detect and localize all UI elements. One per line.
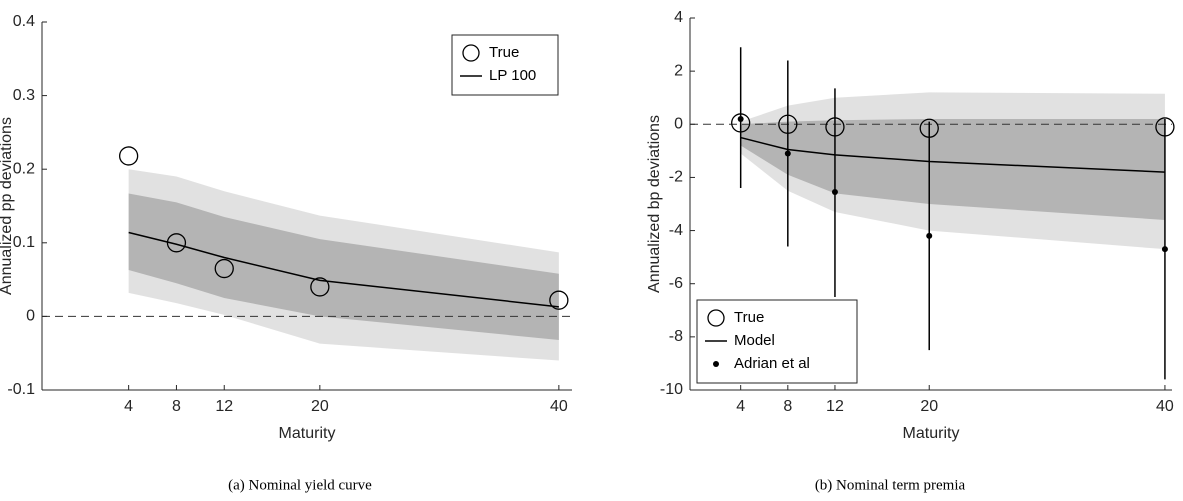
- legend-label: True: [734, 309, 764, 326]
- marker-circle: [214, 258, 234, 279]
- legend-label: True: [489, 44, 519, 61]
- y-tick-label: -0.1: [7, 381, 35, 398]
- x-tick-label: 8: [783, 398, 792, 415]
- x-tick-label: 12: [826, 398, 844, 415]
- legend-marker: [462, 44, 480, 62]
- x-tick-label: 20: [311, 398, 329, 415]
- marker-dot: [926, 232, 933, 239]
- y-tick-label: 0: [26, 308, 35, 325]
- marker-dot: [831, 189, 838, 196]
- y-tick-label: 0.3: [13, 87, 35, 104]
- y-tick-label: 4: [674, 9, 683, 26]
- x-tick-label: 4: [736, 398, 745, 415]
- marker-dot: [1161, 246, 1168, 253]
- y-axis-label: Annualized bp deviations: [646, 115, 663, 293]
- y-tick-label: -8: [669, 328, 683, 345]
- x-tick-label: 12: [215, 398, 233, 415]
- confidence-band: [740, 118, 1165, 220]
- legend-label: Adrian et al: [734, 355, 810, 372]
- y-tick-label: 0: [674, 116, 683, 133]
- x-tick-label: 40: [1156, 398, 1174, 415]
- marker-circle: [118, 146, 139, 166]
- y-tick-label: -2: [669, 169, 683, 186]
- confidence-band: [128, 193, 559, 340]
- legend-label: LP 100: [489, 67, 536, 84]
- marker-dot: [784, 150, 791, 157]
- y-axis-label: Annualized pp deviations: [0, 117, 15, 295]
- series-line: [128, 231, 559, 308]
- y-tick-label: -10: [660, 381, 683, 398]
- legend-marker: [707, 309, 725, 327]
- y-tick-label: -4: [669, 222, 683, 239]
- x-tick-label: 40: [550, 398, 568, 415]
- y-tick-label: -6: [669, 275, 683, 292]
- x-axis-label: Maturity: [279, 425, 336, 442]
- x-tick-label: 20: [920, 398, 938, 415]
- x-axis-label: Maturity: [903, 425, 960, 442]
- marker-circle: [549, 290, 569, 310]
- marker-circle: [310, 277, 330, 297]
- y-tick-label: 0.4: [13, 13, 35, 30]
- legend-label: Model: [734, 332, 775, 349]
- x-tick-label: 4: [124, 398, 133, 415]
- caption: (b) Nominal term premia: [815, 477, 966, 493]
- y-tick-label: 0.1: [13, 234, 35, 251]
- marker-dot: [737, 115, 744, 122]
- legend-marker: [713, 361, 719, 367]
- x-tick-label: 8: [172, 398, 181, 415]
- caption: (a) Nominal yield curve: [228, 477, 372, 493]
- y-tick-label: 0.2: [13, 160, 35, 177]
- y-tick-label: 2: [674, 62, 683, 79]
